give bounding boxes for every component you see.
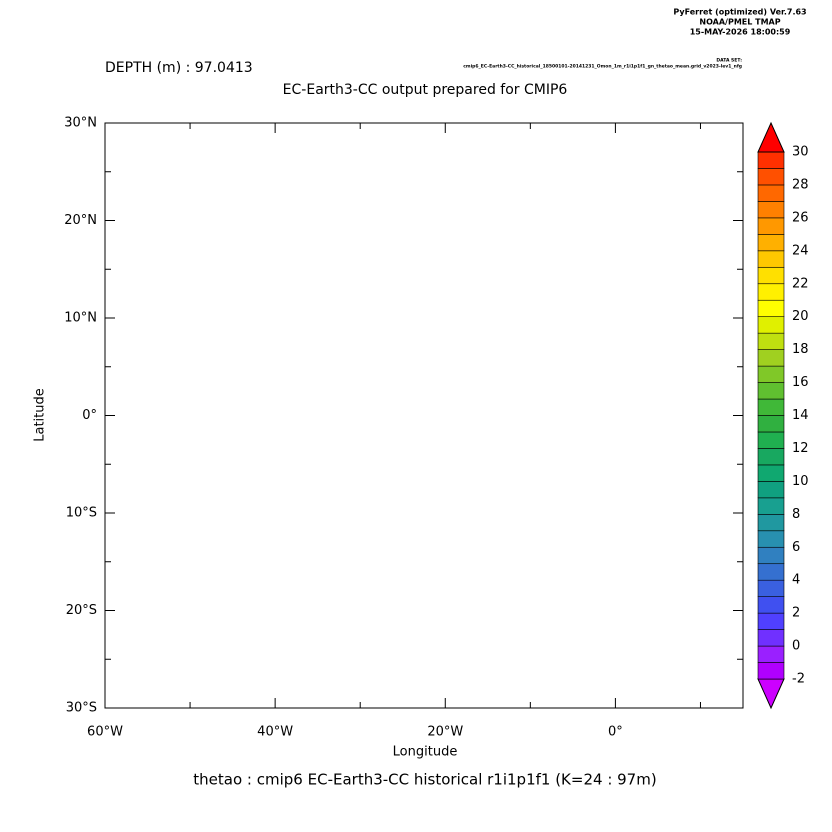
colorbar-band: [757, 234, 785, 252]
colorbar-label: 28: [792, 177, 809, 192]
colorbar-band: [757, 563, 785, 581]
colorbar-label: 14: [792, 408, 809, 423]
colorbar-label: 10: [792, 474, 809, 489]
x-axis-label: Longitude: [393, 745, 458, 760]
software-line: 15-MAY-2026 18:00:59: [690, 28, 791, 37]
colorbar-label: 16: [792, 375, 809, 390]
colorbar-label: 18: [792, 342, 809, 357]
footer: thetao : cmip6 EC-Earth3-CC historical r…: [193, 771, 656, 789]
colorbar-band: [757, 530, 785, 548]
colorbar-label: -2: [792, 672, 805, 687]
colorbar-band: [757, 514, 785, 532]
y-axis-label: Latitude: [33, 388, 48, 442]
colorbar-band: [757, 464, 785, 482]
colorbar-band: [757, 201, 785, 219]
colorbar-label: 6: [792, 540, 800, 555]
colorbar-band: [757, 481, 785, 499]
x-tick-label: 60°W: [87, 725, 123, 740]
colorbar-band: [757, 332, 785, 350]
x-tick-label: 20°W: [427, 725, 463, 740]
colorbar-band: [757, 266, 785, 285]
colorbar-label: 0: [792, 639, 800, 654]
colorbar-label: 12: [792, 441, 809, 456]
y-tick-label: 20°N: [64, 213, 97, 228]
colorbar-band: [757, 283, 785, 301]
colorbar-band: [757, 382, 785, 400]
colorbar-band: [757, 629, 785, 647]
colorbar-band: [757, 579, 785, 597]
y-tick-label: 30°S: [66, 701, 97, 716]
colorbar-band: [757, 448, 785, 466]
colorbar-label: 20: [792, 309, 809, 324]
colorbar-label: 30: [792, 145, 809, 160]
colorbar-band: [757, 612, 785, 630]
colorbar-label: 24: [792, 243, 809, 258]
colorbar-band: [757, 365, 785, 383]
software-line: NOAA/PMEL TMAP: [699, 18, 780, 27]
y-tick-label: 30°N: [64, 116, 97, 131]
colorbar-band: [757, 497, 785, 515]
dataset-label: DATA SET:: [716, 58, 742, 64]
colorbar-label: 8: [792, 507, 800, 522]
colorbar-band: [757, 250, 785, 268]
x-tick-label: 0°: [608, 725, 623, 740]
dataset: cmip6_EC-Earth3-CC_historical_18500101-2…: [463, 64, 742, 70]
colorbar-band: [757, 662, 785, 680]
colorbar-band: [757, 546, 785, 565]
colorbar-band: [757, 398, 785, 416]
colorbar-label: 22: [792, 276, 809, 291]
colorbar-band: [757, 299, 785, 317]
x-tick-label: 40°W: [257, 725, 293, 740]
chart-title: EC-Earth3-CC output prepared for CMIP6: [283, 82, 568, 98]
y-tick-label: 10°S: [66, 506, 97, 521]
colorbar-band: [757, 217, 785, 235]
colorbar-label: 4: [792, 573, 800, 588]
colorbar-band: [757, 596, 785, 614]
colorbar-band: [757, 349, 785, 367]
subtitle: DEPTH (m) : 97.0413: [105, 60, 253, 76]
colorbar-band: [757, 151, 785, 169]
colorbar-over: [757, 121, 785, 153]
colorbar-label: 26: [792, 210, 809, 225]
y-tick-label: 20°S: [66, 603, 97, 618]
software-line: PyFerret (optimized) Ver.7.63: [673, 8, 806, 17]
y-tick-label: 10°N: [64, 311, 97, 326]
colorbar-band: [757, 168, 785, 186]
plot-frame: [104, 122, 744, 709]
colorbar-band: [757, 184, 785, 202]
colorbar-band: [757, 431, 785, 449]
colorbar-under: [757, 678, 785, 710]
colorbar-band: [757, 316, 785, 334]
colorbar-band: [757, 415, 785, 433]
colorbar-label: 2: [792, 606, 800, 621]
colorbar-band: [757, 645, 785, 663]
y-tick-label: 0°: [82, 408, 97, 423]
